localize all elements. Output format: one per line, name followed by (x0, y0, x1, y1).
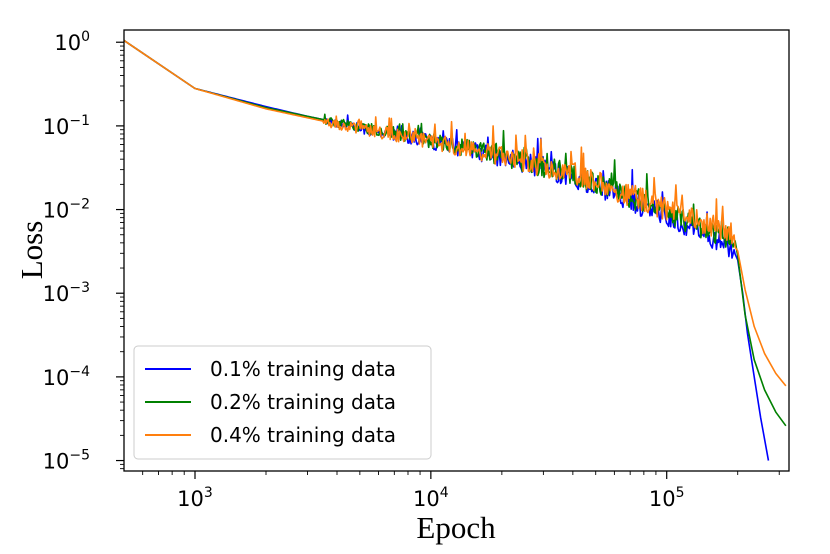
y-tick-label-0: 100 (54, 29, 90, 55)
y-tick-label-2-base: 10 (43, 199, 70, 223)
y-tick-label-4-base: 10 (43, 366, 70, 390)
legend-label-1: 0.1% training data (210, 357, 396, 381)
y-tick-label-2: 10−2 (43, 197, 90, 223)
x-tick-label-2-exponent: 5 (676, 485, 685, 501)
legend-label-2: 0.2% training data (210, 390, 396, 414)
y-tick-label-5-base: 10 (43, 450, 70, 474)
x-tick-label-2-base: 10 (649, 487, 676, 511)
legend: 0.1% training data 0.2% training data 0.4%… (133, 345, 432, 460)
x-tick-label-1: 104 (413, 485, 449, 511)
x-axis-title: Epoch (416, 510, 496, 545)
y-tick-label-5: 10−5 (43, 448, 90, 474)
x-tick-label-1-exponent: 4 (440, 485, 449, 501)
y-tick-label-0-exponent: 0 (81, 29, 90, 45)
x-axis-ticks: 103 104 105 (142, 471, 780, 511)
series-layer (123, 39, 787, 461)
x-tick-label-2: 105 (649, 485, 685, 511)
y-tick-label-5-exponent: −5 (69, 448, 90, 464)
y-tick-label-3-base: 10 (43, 282, 70, 306)
y-tick-label-4: 10−4 (43, 364, 90, 390)
y-tick-label-1-base: 10 (43, 115, 70, 139)
y-tick-label-1-exponent: −1 (69, 113, 90, 129)
plot-frame (123, 29, 790, 472)
x-tick-label-0: 103 (177, 485, 213, 511)
y-tick-label-3-exponent: −3 (69, 280, 90, 296)
legend-label-3: 0.4% training data (210, 423, 396, 447)
y-tick-label-4-exponent: −4 (69, 364, 90, 380)
x-tick-label-0-exponent: 3 (204, 485, 213, 501)
legend-box (133, 345, 432, 460)
y-tick-label-0-base: 10 (54, 31, 81, 55)
y-tick-label-2-exponent: −2 (69, 197, 90, 213)
series-line-3 (123, 39, 787, 387)
y-axis-title: Loss (14, 221, 49, 280)
x-tick-label-0-base: 10 (177, 487, 204, 511)
y-tick-label-3: 10−3 (43, 280, 90, 306)
y-tick-label-1: 10−1 (43, 113, 90, 139)
x-tick-label-1-base: 10 (413, 487, 440, 511)
